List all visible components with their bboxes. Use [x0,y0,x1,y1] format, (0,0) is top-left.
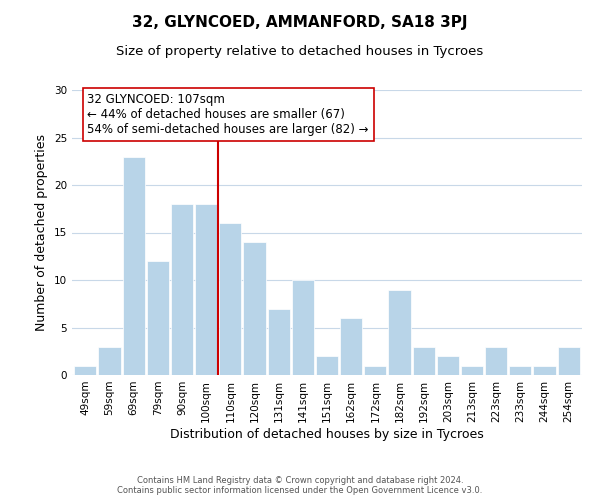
Bar [437,356,459,375]
Y-axis label: Number of detached properties: Number of detached properties [35,134,49,331]
Text: 32 GLYNCOED: 107sqm
← 44% of detached houses are smaller (67)
54% of semi-detach: 32 GLYNCOED: 107sqm ← 44% of detached ho… [88,93,369,136]
Bar [195,204,217,375]
Text: Contains HM Land Registry data © Crown copyright and database right 2024.
Contai: Contains HM Land Registry data © Crown c… [118,476,482,495]
Bar [316,356,338,375]
Text: 32, GLYNCOED, AMMANFORD, SA18 3PJ: 32, GLYNCOED, AMMANFORD, SA18 3PJ [132,15,468,30]
Bar [268,308,290,375]
Bar [364,366,386,375]
Bar [171,204,193,375]
Bar [340,318,362,375]
Bar [413,346,435,375]
Bar [509,366,532,375]
Bar [219,223,241,375]
Bar [388,290,410,375]
Bar [485,346,508,375]
X-axis label: Distribution of detached houses by size in Tycroes: Distribution of detached houses by size … [170,428,484,440]
Bar [122,156,145,375]
Bar [292,280,314,375]
Bar [461,366,483,375]
Text: Size of property relative to detached houses in Tycroes: Size of property relative to detached ho… [116,45,484,58]
Bar [244,242,266,375]
Bar [74,366,97,375]
Bar [146,261,169,375]
Bar [557,346,580,375]
Bar [98,346,121,375]
Bar [533,366,556,375]
